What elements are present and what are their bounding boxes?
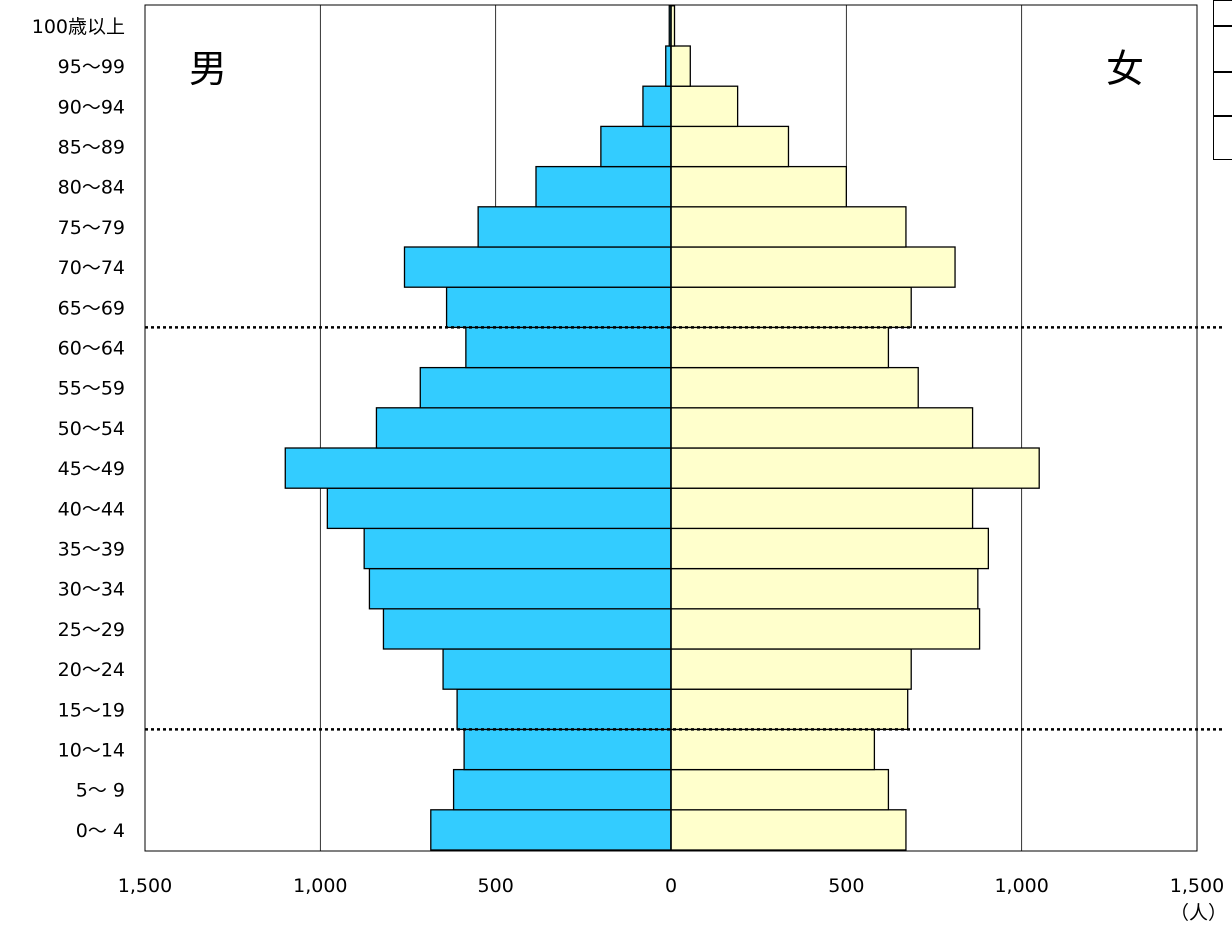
bar-female-17 — [670, 125, 790, 168]
y-tick-label: 50〜54 — [58, 418, 125, 440]
bar-female-5 — [670, 608, 981, 650]
y-tick-label: 20〜24 — [58, 659, 125, 681]
bar-male-5 — [382, 608, 672, 650]
bar-male-9 — [284, 447, 672, 489]
bar-female-13 — [670, 286, 912, 329]
bar-female-12 — [670, 326, 890, 369]
x-tick-label: 1,000 — [293, 875, 347, 897]
x-tick-label: 500 — [478, 875, 514, 897]
series-label-male: 男 — [189, 47, 227, 91]
y-tick-label: 45〜49 — [58, 458, 125, 480]
y-tick-label: 90〜94 — [58, 96, 125, 118]
y-tick-label: 0〜 4 — [76, 820, 125, 842]
y-tick-label: 30〜34 — [58, 579, 125, 601]
bar-female-15 — [670, 206, 907, 248]
bar-male-4 — [442, 648, 672, 690]
bar-female-4 — [670, 648, 912, 690]
bar-male-18 — [642, 85, 672, 128]
bar-female-3 — [670, 688, 909, 731]
bar-male-2 — [463, 728, 672, 771]
table-row-border — [1214, 115, 1232, 117]
bar-male-14 — [403, 246, 672, 288]
x-tick-label: 1,000 — [994, 875, 1048, 897]
y-tick-label: 70〜74 — [58, 257, 125, 279]
bar-female-10 — [670, 407, 974, 449]
bar-female-2 — [670, 728, 876, 771]
bar-male-13 — [445, 286, 672, 329]
x-tick-label: 0 — [665, 875, 677, 897]
cropped-table-fragment — [1213, 0, 1232, 160]
y-tick-label: 25〜29 — [58, 619, 125, 641]
y-tick-label: 10〜14 — [58, 740, 125, 762]
bar-male-19 — [665, 45, 672, 87]
bar-female-8 — [670, 487, 974, 530]
bar-male-6 — [368, 567, 672, 610]
y-tick-label: 65〜69 — [58, 297, 125, 319]
bar-male-15 — [477, 206, 672, 248]
bar-female-7 — [670, 527, 990, 570]
bar-female-1 — [670, 768, 890, 811]
bar-male-11 — [419, 366, 672, 409]
bar-female-9 — [670, 447, 1040, 489]
y-tick-label: 5〜 9 — [76, 780, 125, 802]
bar-female-19 — [670, 45, 691, 87]
table-row-border — [1214, 25, 1232, 27]
bar-male-0 — [430, 809, 672, 851]
y-tick-label: 35〜39 — [58, 539, 125, 561]
bar-female-14 — [670, 246, 956, 288]
series-label-female: 女 — [1106, 47, 1144, 91]
bar-male-7 — [363, 527, 672, 570]
y-tick-label: 85〜89 — [58, 137, 125, 159]
y-tick-label: 55〜59 — [58, 378, 125, 400]
bar-male-8 — [326, 487, 672, 530]
bar-female-6 — [670, 567, 979, 610]
bar-male-1 — [452, 768, 672, 811]
y-tick-label: 80〜84 — [58, 177, 125, 199]
x-tick-label: 500 — [828, 875, 864, 897]
y-tick-label: 75〜79 — [58, 217, 125, 239]
bar-male-12 — [465, 326, 672, 369]
table-row-border — [1214, 71, 1232, 73]
bar-female-0 — [670, 809, 907, 851]
bar-male-3 — [456, 688, 672, 731]
bar-female-11 — [670, 366, 919, 409]
x-tick-label: 1,500 — [1170, 875, 1224, 897]
x-tick-label: 1,500 — [118, 875, 172, 897]
bar-male-10 — [375, 407, 672, 449]
bar-female-18 — [670, 85, 739, 128]
y-tick-label: 100歳以上 — [32, 16, 125, 38]
labels: 0〜 4 5〜 9 10〜14 15〜19 20〜24 25〜29 30〜34 35〜39 40… — [32, 16, 1224, 897]
y-tick-label: 40〜44 — [58, 498, 125, 520]
bars — [145, 5, 1225, 851]
y-tick-label: 95〜99 — [58, 56, 125, 78]
bar-female-16 — [670, 165, 847, 208]
x-axis-unit-label: （人） — [1170, 902, 1228, 924]
y-tick-label: 15〜19 — [58, 699, 125, 721]
y-tick-label: 60〜64 — [58, 338, 125, 360]
bar-male-17 — [600, 125, 672, 168]
bar-male-16 — [535, 165, 672, 208]
